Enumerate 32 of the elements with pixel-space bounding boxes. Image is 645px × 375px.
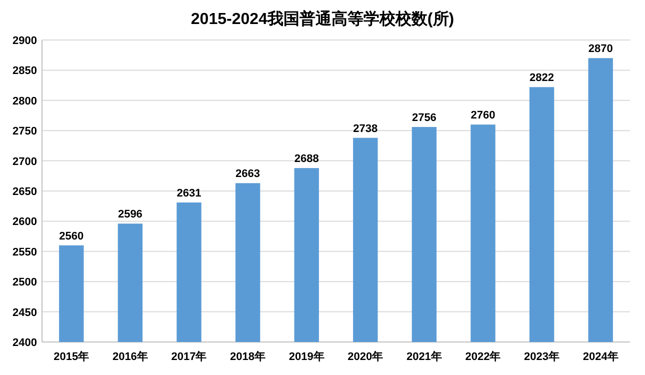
y-tick-label: 2750 xyxy=(12,126,37,138)
y-tick-label: 2800 xyxy=(12,95,37,108)
y-tick-label: 2550 xyxy=(12,246,37,258)
x-tick-label: 2024年 xyxy=(582,350,618,363)
data-label: 2560 xyxy=(59,230,84,242)
x-tick-label: 2021年 xyxy=(406,350,442,363)
y-tick-label: 2900 xyxy=(12,35,37,47)
x-tick-label: 2016年 xyxy=(112,350,148,363)
data-label: 2738 xyxy=(353,122,378,135)
data-label: 2822 xyxy=(530,72,554,84)
y-tick-label: 2650 xyxy=(12,186,37,198)
y-tick-label: 2850 xyxy=(12,65,37,78)
chart-title: 2015-2024我国普通高等学校校数(所) xyxy=(190,9,454,28)
x-tick-label: 2017年 xyxy=(171,350,207,363)
data-label: 2596 xyxy=(118,208,142,221)
data-label: 2631 xyxy=(176,187,202,200)
x-tick-label: 2015年 xyxy=(54,350,90,363)
x-tick-label: 2018年 xyxy=(230,350,266,363)
y-tick-label: 2400 xyxy=(12,337,37,349)
x-tick-label: 2020年 xyxy=(348,350,384,363)
x-tick-label: 2023年 xyxy=(524,350,560,363)
data-label: 2663 xyxy=(236,168,260,180)
y-tick-label: 2450 xyxy=(12,306,37,319)
y-tick-label: 2600 xyxy=(12,216,37,228)
y-tick-label: 2700 xyxy=(12,156,37,168)
data-label: 2760 xyxy=(470,110,496,122)
x-tick-label: 2022年 xyxy=(465,350,501,363)
y-tick-label: 2500 xyxy=(12,276,37,289)
x-tick-label: 2019年 xyxy=(288,350,324,363)
data-label: 2688 xyxy=(294,153,319,166)
data-label: 2870 xyxy=(588,43,613,56)
data-label: 2756 xyxy=(412,112,436,124)
